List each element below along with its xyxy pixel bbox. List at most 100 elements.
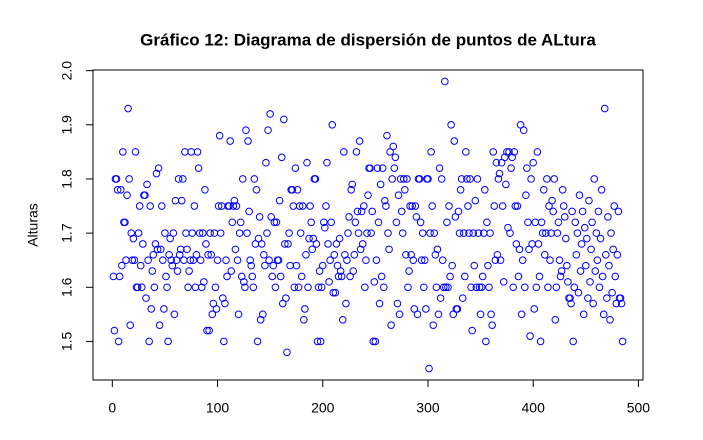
point bbox=[556, 272, 565, 281]
point bbox=[489, 148, 498, 156]
point bbox=[601, 250, 610, 259]
point bbox=[529, 158, 537, 167]
point bbox=[304, 283, 312, 292]
point bbox=[404, 283, 412, 292]
point bbox=[573, 229, 582, 237]
point bbox=[482, 337, 490, 346]
point bbox=[507, 164, 515, 172]
point bbox=[238, 175, 247, 183]
point bbox=[325, 278, 333, 286]
x-tick-label: 0 bbox=[108, 400, 116, 416]
point bbox=[255, 213, 264, 221]
point bbox=[210, 229, 219, 237]
point bbox=[379, 283, 388, 292]
point bbox=[488, 321, 496, 329]
point bbox=[567, 299, 575, 308]
point bbox=[545, 202, 553, 210]
point bbox=[280, 115, 288, 124]
point bbox=[121, 218, 129, 227]
point bbox=[391, 153, 400, 162]
point bbox=[607, 229, 615, 237]
point bbox=[113, 185, 122, 194]
point bbox=[446, 272, 454, 281]
point bbox=[250, 175, 259, 183]
point bbox=[116, 185, 125, 194]
point bbox=[137, 283, 146, 292]
point bbox=[527, 175, 535, 183]
point bbox=[550, 175, 559, 183]
point bbox=[590, 175, 599, 183]
point bbox=[373, 164, 382, 172]
point bbox=[245, 207, 253, 216]
point bbox=[327, 218, 335, 227]
point bbox=[588, 218, 596, 227]
point bbox=[303, 158, 311, 167]
point bbox=[147, 305, 156, 313]
point bbox=[324, 240, 332, 248]
point bbox=[618, 337, 627, 346]
point bbox=[591, 267, 600, 275]
point bbox=[424, 175, 432, 183]
point bbox=[368, 207, 377, 216]
point bbox=[146, 202, 154, 210]
point bbox=[449, 310, 458, 319]
point bbox=[509, 283, 518, 292]
point bbox=[464, 202, 472, 210]
point bbox=[185, 267, 193, 275]
point bbox=[321, 223, 329, 232]
point bbox=[112, 175, 121, 183]
point bbox=[166, 234, 174, 243]
point bbox=[399, 175, 408, 183]
point bbox=[498, 202, 507, 210]
point bbox=[114, 337, 123, 346]
point bbox=[422, 305, 430, 313]
point bbox=[610, 202, 619, 210]
point bbox=[229, 202, 238, 210]
point bbox=[263, 229, 271, 237]
point bbox=[470, 261, 479, 270]
point bbox=[329, 288, 338, 297]
point bbox=[458, 294, 467, 302]
point bbox=[579, 310, 588, 319]
point bbox=[199, 229, 207, 237]
point bbox=[189, 256, 198, 265]
point bbox=[328, 121, 337, 129]
point bbox=[492, 158, 501, 167]
point bbox=[408, 202, 416, 210]
point bbox=[382, 202, 390, 210]
point bbox=[346, 272, 354, 281]
point bbox=[155, 321, 164, 329]
point bbox=[483, 218, 491, 227]
point bbox=[284, 240, 292, 248]
point bbox=[583, 234, 591, 243]
point bbox=[370, 278, 379, 286]
point bbox=[478, 272, 487, 281]
point bbox=[530, 305, 539, 313]
point bbox=[191, 283, 200, 292]
point bbox=[159, 256, 167, 265]
point bbox=[499, 278, 508, 286]
point bbox=[493, 250, 502, 259]
point bbox=[241, 283, 249, 292]
point bbox=[605, 261, 613, 270]
point bbox=[160, 305, 168, 313]
point bbox=[202, 240, 210, 248]
point bbox=[613, 250, 622, 259]
point bbox=[606, 315, 614, 324]
point bbox=[260, 250, 268, 259]
point bbox=[296, 229, 305, 237]
point bbox=[572, 250, 581, 259]
point bbox=[282, 294, 290, 302]
point bbox=[156, 245, 165, 254]
point bbox=[409, 256, 418, 265]
point bbox=[335, 234, 344, 243]
point bbox=[574, 288, 583, 297]
point bbox=[525, 245, 533, 254]
x-tick-label: 100 bbox=[206, 400, 230, 416]
point bbox=[395, 310, 404, 319]
point bbox=[311, 175, 320, 183]
point bbox=[494, 175, 503, 183]
point bbox=[417, 256, 426, 265]
point bbox=[181, 148, 189, 156]
point bbox=[257, 240, 266, 248]
